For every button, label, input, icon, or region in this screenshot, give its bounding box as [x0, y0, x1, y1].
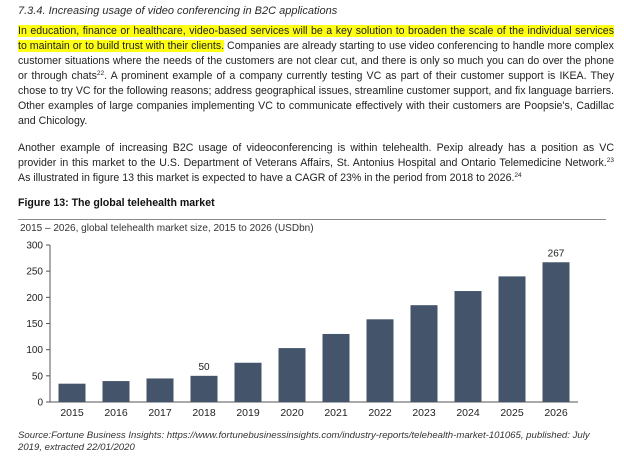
bar-2015 — [58, 383, 86, 402]
x-tick-label: 2022 — [368, 407, 392, 419]
bar-2016 — [102, 381, 130, 402]
footnote-ref-24[interactable]: 24 — [514, 172, 522, 179]
bar-2019 — [234, 362, 262, 402]
x-tick-label: 2019 — [236, 407, 260, 419]
bar-2021 — [322, 333, 350, 402]
footnote-ref-22[interactable]: 22 — [96, 70, 105, 77]
data-label: 50 — [198, 362, 210, 373]
chart-container: 2015 – 2026, global telehealth market si… — [18, 219, 606, 425]
bar-chart: 0 50 100 150 200 250 300 2015 2016 2017 2018 50 2019… — [26, 241, 578, 419]
x-tick-label: 2024 — [456, 407, 480, 419]
paragraph-1-text-b: . A prominent example of a company curre… — [18, 70, 614, 127]
bar-2020 — [278, 348, 306, 402]
y-tick-label: 200 — [26, 293, 43, 304]
footnote-ref-23[interactable]: 23 — [606, 157, 614, 164]
source-note: Source:Fortune Business Insights: https:… — [18, 430, 590, 453]
bar-2017 — [146, 378, 174, 402]
x-tick-label: 2017 — [148, 407, 172, 419]
y-tick-label: 50 — [32, 371, 44, 382]
chart-subtitle: 2015 – 2026, global telehealth market si… — [20, 223, 314, 234]
x-tick-label: 2023 — [412, 407, 436, 419]
paragraph-2-text-a: Another example of increasing B2C usage … — [18, 142, 614, 169]
x-tick-label: 2015 — [60, 407, 84, 419]
bar-2025 — [498, 276, 526, 402]
x-tick-label: 2016 — [104, 407, 128, 419]
data-label: 267 — [548, 248, 565, 259]
y-tick-label: 100 — [26, 345, 43, 356]
document-page: 7.3.4. Increasing usage of video confere… — [18, 4, 614, 211]
bar-2018 — [190, 375, 218, 402]
paragraph-2-text-b: As illustrated in figure 13 this market … — [18, 172, 515, 184]
x-tick-label: 2025 — [500, 407, 524, 419]
paragraph-1-text-a: Companies are already starting to use vi… — [18, 40, 614, 82]
bar-2024 — [454, 291, 482, 402]
bar-2022 — [366, 319, 394, 402]
bar-2023 — [410, 305, 438, 402]
x-tick-label: 2021 — [324, 407, 348, 419]
y-tick-label: 0 — [37, 398, 43, 409]
y-tick-label: 150 — [26, 319, 43, 330]
y-tick-label: 300 — [26, 241, 43, 252]
x-tick-label: 2020 — [280, 407, 304, 419]
paragraph-1: In education, finance or healthcare, vid… — [18, 24, 614, 129]
figure-title: Figure 13: The global telehealth market — [18, 197, 215, 209]
section-title: 7.3.4. Increasing usage of video confere… — [18, 5, 338, 17]
bar-2026 — [542, 262, 570, 402]
y-tick-label: 250 — [26, 267, 43, 278]
x-tick-label: 2026 — [544, 407, 568, 419]
x-tick-label: 2018 — [192, 407, 216, 419]
paragraph-2: Another example of increasing B2C usage … — [18, 141, 614, 186]
